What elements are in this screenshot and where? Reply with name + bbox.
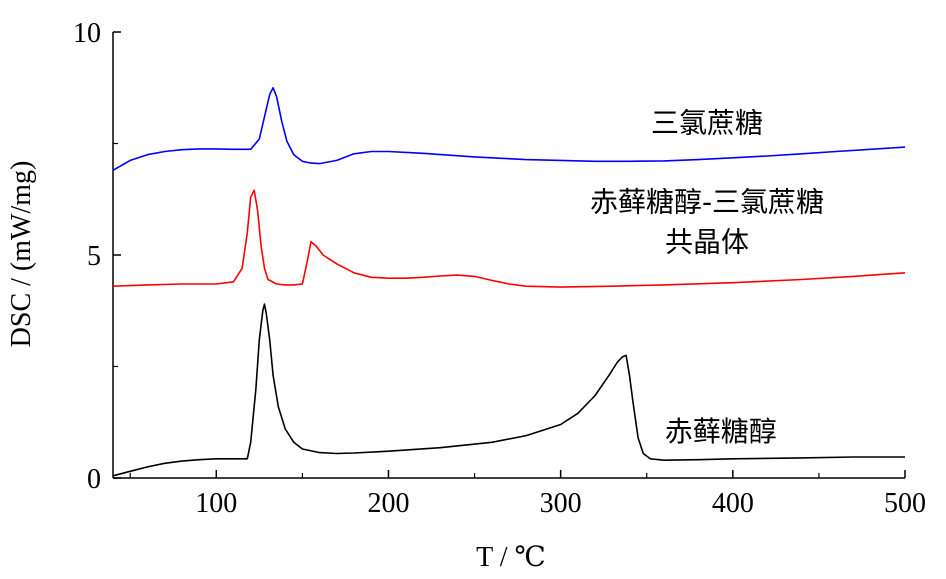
x-tick-label: 300 [540,488,582,519]
series-lines [112,87,906,477]
series-line-0 [112,87,906,171]
y-axis-label: DSC / (mW/mg) [6,161,37,348]
series-line-1 [112,189,906,288]
x-tick-label: 400 [712,488,754,519]
y-ticks: 0 5 10 [73,18,121,495]
series-label-1: 赤藓糖醇-三氯蔗糖共晶体 [590,185,824,258]
x-tick-label: 100 [195,488,237,519]
y-tick-label: 0 [87,464,101,495]
x-ticks: 100 200 300 400 500 [129,470,926,519]
series-label-2: 赤藓糖醇 [665,415,777,448]
x-axis-label: T / ℃ [476,542,546,573]
series-label-0: 三氯蔗糖 [651,106,763,139]
series-line-2 [112,303,905,477]
y-tick-label: 10 [73,18,101,49]
x-tick-label: 200 [367,488,409,519]
x-tick-label: 500 [884,488,926,519]
y-tick-label: 5 [87,241,101,272]
axes [112,32,905,479]
